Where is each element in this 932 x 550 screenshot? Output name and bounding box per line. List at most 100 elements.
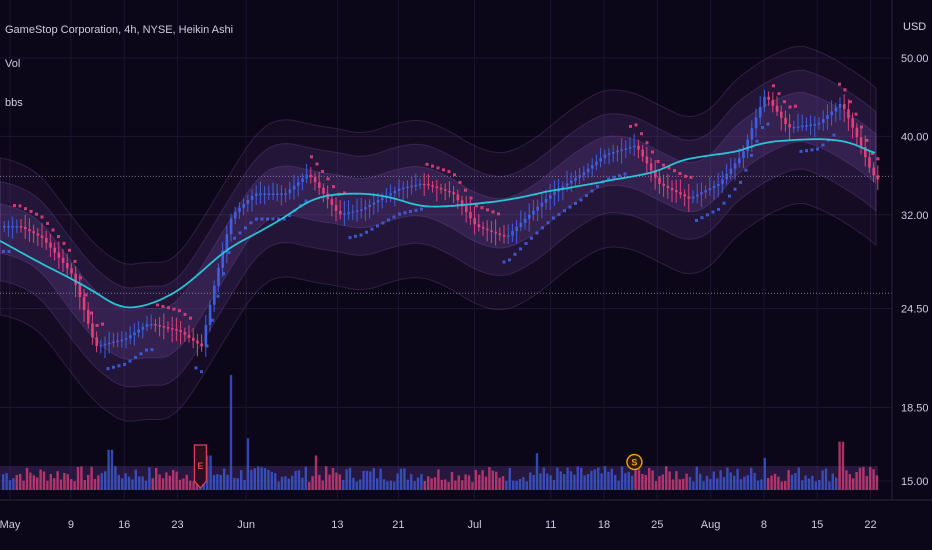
candle-body [70,268,73,274]
trailing-dot [29,209,33,213]
candle-body [805,125,808,127]
candle-body [792,126,796,129]
trailing-dot [46,221,49,225]
candle-body [229,218,233,235]
volume-bar [172,469,175,490]
candle-body [586,168,590,173]
time-axis[interactable]: May 9 16 23 Jun 13 21 Jul 11 18 25 Aug 8 15 22 [0,519,877,531]
trailing-dot [436,166,440,170]
candle-body [620,149,623,151]
trailing-dot [502,260,506,264]
volume-bar [818,480,821,490]
price-axis[interactable]: 50.00 40.00 32.00 24.50 18.50 15.00 [901,53,929,488]
volume-bar [610,468,613,490]
volume-bar [423,481,426,490]
symbol-title[interactable]: GameStop Corporation, 4h, NYSE, Heikin A… [5,24,234,36]
volume-bar [175,471,178,490]
volume-bar [512,480,515,490]
indicator-label-bbs[interactable]: bbs [5,97,23,109]
candle-body [595,161,598,166]
volume-bar [450,472,454,490]
trailing-dot [321,169,324,173]
volume-bar [743,476,746,490]
volume-bar [590,470,593,490]
candle-body [3,226,6,228]
trailing-dot [282,217,286,221]
candle-body [82,297,86,311]
candle-body [221,250,224,268]
trailing-dot [84,293,88,297]
candle-body [234,211,237,219]
volume-bar [821,470,824,490]
volume-bar [716,478,719,490]
volume-bar [539,473,542,490]
volume-bar [678,479,681,490]
trailing-dot [733,187,737,191]
volume-bar [308,481,311,490]
trailing-dot [376,224,379,228]
candle-body [838,104,842,108]
volume-bar [63,473,66,490]
candle-body [540,202,544,207]
candle-body [263,193,266,195]
volume-bar [369,471,372,490]
volume-bar [501,476,505,490]
trailing-dot [651,150,654,154]
trailing-dot [750,153,753,157]
volume-bar [811,475,814,490]
trailing-dot [68,248,71,252]
trailing-dot [810,148,814,152]
volume-bar [790,474,794,490]
price-tick-label: 32.00 [901,210,929,222]
candle-body [519,222,523,227]
indicator-label-vol[interactable]: Vol [5,58,21,70]
volume-bar [59,479,63,490]
volume-bar [15,474,18,490]
volume-bar [114,466,117,490]
trailing-dot [205,344,209,348]
marker-label: E [197,461,203,471]
candle-body [108,342,111,345]
candle-body [171,328,174,330]
trailing-dot [7,249,11,253]
price-tick-label: 24.50 [901,304,929,316]
volume-bar [770,475,773,490]
volume-bar [542,467,545,490]
candle-body [24,227,27,230]
volume-bar [852,478,855,490]
trailing-dot [519,247,522,251]
trailing-dot [398,212,401,216]
candle-body [452,192,455,195]
volume-bar [342,480,345,490]
trailing-dot [766,122,770,126]
volume-bar [862,466,865,490]
trailing-dot [145,348,148,352]
candle-body [696,194,699,197]
volume-bar [750,467,753,490]
candle-body [691,196,695,199]
volume-bar [869,466,872,490]
candle-body [448,190,451,193]
volume-bar [416,477,420,490]
candle-body [187,334,191,338]
envelope-band-3 [0,45,877,422]
volume-bars [0,375,879,491]
volume-bar [297,470,301,490]
volume-bar [665,466,668,490]
trailing-dot [425,162,429,166]
volume-bar [22,480,25,490]
trailing-dot [288,214,291,217]
volume-bar [658,476,661,490]
volume-bar [325,466,328,490]
candle-body [402,187,405,190]
candle-body [57,252,61,258]
candle-body [376,200,380,203]
volume-bar [529,472,532,490]
trailing-dot [508,258,511,262]
split-marker-shape [626,453,643,471]
volume-bar [675,471,678,490]
trailing-dot [266,217,269,221]
candle-body [137,329,140,333]
volume-bar [624,473,627,490]
